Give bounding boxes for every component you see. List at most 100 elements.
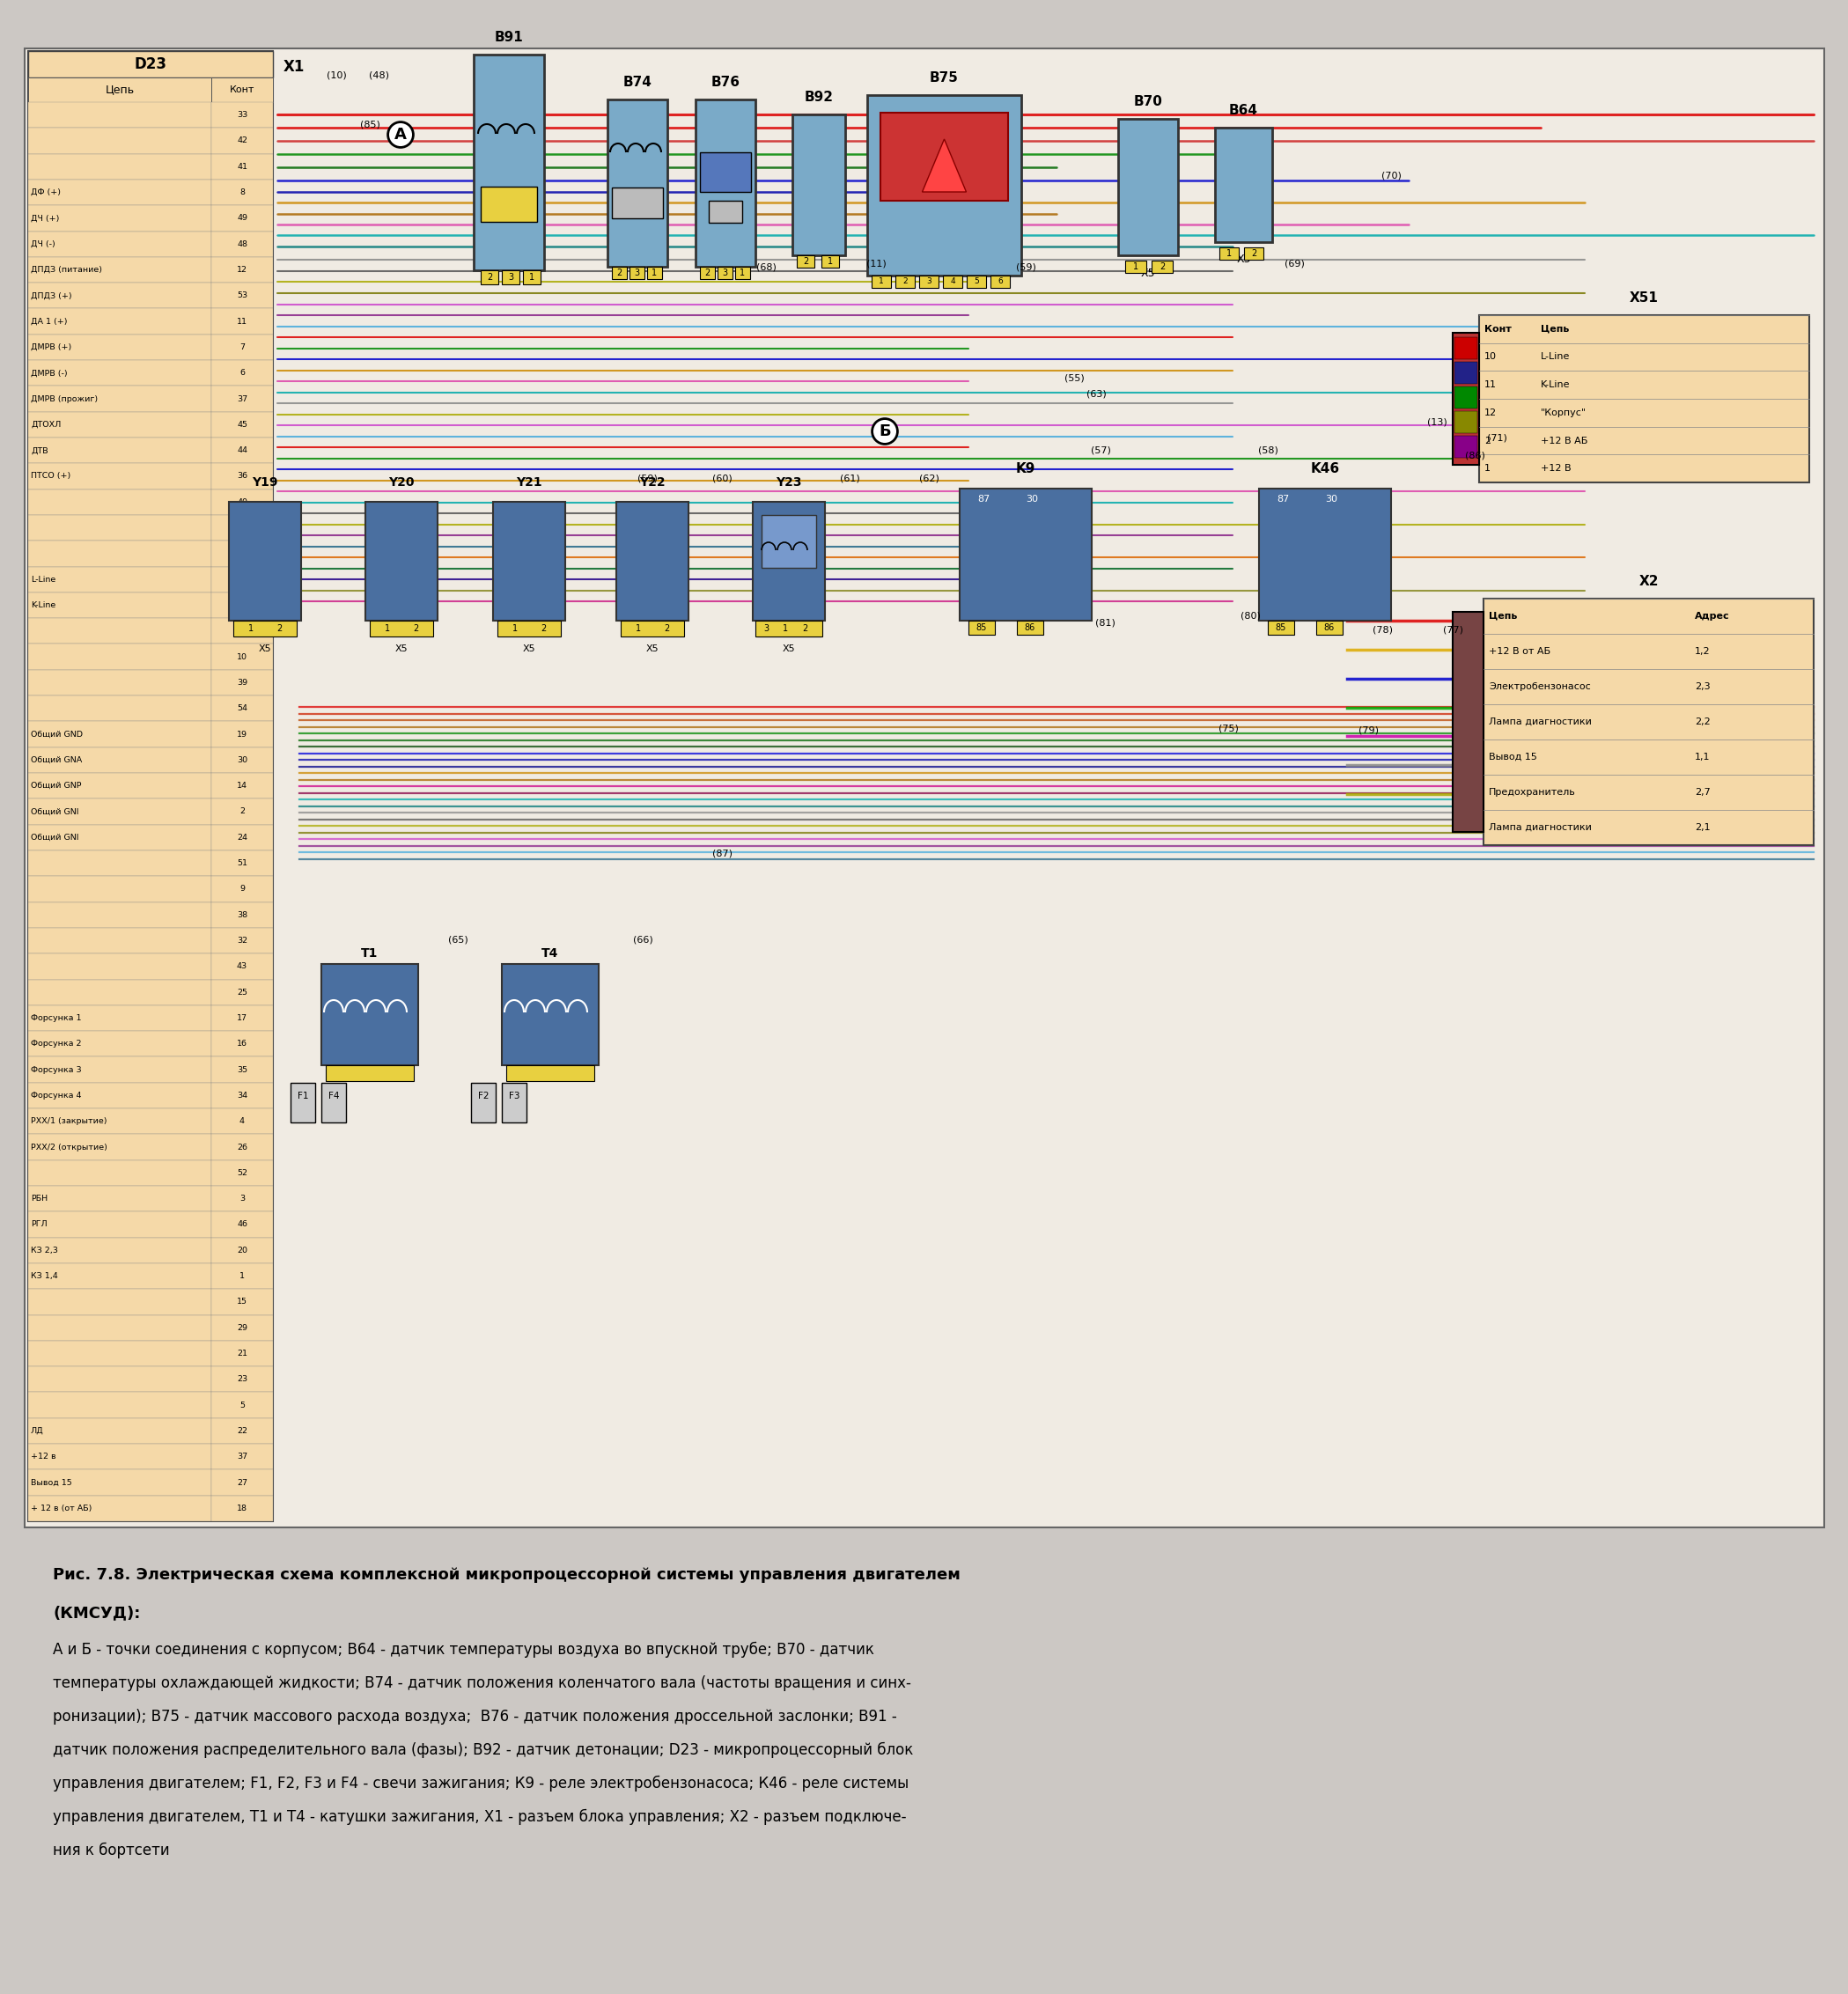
Bar	[211, 154, 274, 179]
Bar	[28, 592, 211, 618]
Text: ДМРВ (прожиг): ДМРВ (прожиг)	[31, 395, 98, 403]
Bar	[1016, 620, 1044, 634]
Text: РХХ/2 (открытие): РХХ/2 (открытие)	[31, 1143, 107, 1151]
Bar	[28, 800, 211, 826]
Bar	[28, 387, 211, 411]
Bar	[523, 271, 541, 285]
Text: ЛД: ЛД	[31, 1428, 44, 1436]
Bar	[211, 1083, 274, 1109]
Text: 35: 35	[237, 1065, 248, 1073]
Bar	[211, 696, 274, 722]
Text: 49: 49	[237, 213, 248, 221]
Bar	[28, 1109, 211, 1135]
Bar	[211, 1212, 274, 1238]
Text: T1: T1	[360, 947, 379, 959]
Text: 87: 87	[978, 495, 991, 504]
Bar	[211, 644, 274, 670]
Text: 1,2: 1,2	[1695, 648, 1711, 656]
Bar	[211, 1366, 274, 1392]
Text: 40: 40	[237, 498, 248, 506]
Text: Форсунка 2: Форсунка 2	[31, 1041, 81, 1049]
Text: ДПДЗ (+): ДПДЗ (+)	[31, 291, 72, 299]
Text: Y21: Y21	[516, 477, 541, 489]
Text: X5: X5	[259, 644, 272, 654]
Text: Y20: Y20	[388, 477, 414, 489]
Bar	[612, 267, 626, 279]
Text: 45: 45	[237, 421, 248, 429]
Text: F2: F2	[479, 1091, 490, 1101]
Text: Вывод 15: Вывод 15	[1489, 752, 1538, 762]
Text: 39: 39	[237, 678, 248, 686]
Text: (79): (79)	[1358, 726, 1379, 736]
Bar	[28, 1496, 211, 1521]
Bar	[28, 927, 211, 953]
Bar	[1453, 333, 1478, 465]
Text: X5: X5	[1236, 253, 1251, 265]
Bar	[1125, 261, 1146, 273]
Text: ронизации); В75 - датчик массового расхода воздуха;  В76 - датчик положения дрос: ронизации); В75 - датчик массового расхо…	[54, 1709, 896, 1725]
Bar	[28, 128, 211, 154]
Text: 12: 12	[237, 265, 248, 273]
Bar	[647, 267, 662, 279]
Bar	[1454, 337, 1477, 359]
Text: 9: 9	[240, 885, 244, 893]
Text: ДЧ (-): ДЧ (-)	[31, 239, 55, 247]
Text: Общий GNA: Общий GNA	[31, 756, 81, 764]
Text: ДПДЗ (питание): ДПДЗ (питание)	[31, 265, 102, 273]
Bar	[211, 514, 274, 540]
Text: 54: 54	[237, 704, 248, 712]
Text: 51: 51	[237, 859, 248, 867]
Bar	[211, 1340, 274, 1366]
Bar	[211, 800, 274, 826]
Text: 28: 28	[237, 626, 248, 634]
Text: 1: 1	[240, 1272, 244, 1280]
Text: управления двигателем; F1, F2, F3 и F4 - свечи зажигания; К9 - реле электробензо: управления двигателем; F1, F2, F3 и F4 -…	[54, 1777, 909, 1793]
Text: 32: 32	[237, 937, 248, 945]
Bar	[211, 361, 274, 387]
Bar	[1151, 261, 1173, 273]
Bar	[211, 179, 274, 205]
Bar	[1244, 247, 1264, 259]
Bar	[1118, 120, 1177, 255]
Text: 4: 4	[240, 1117, 244, 1125]
Text: датчик положения распределительного вала (фазы); В92 - датчик детонации; D23 - м: датчик положения распределительного вала…	[54, 1743, 913, 1759]
Bar	[370, 620, 432, 636]
Bar	[211, 670, 274, 696]
Bar	[503, 271, 519, 285]
Bar	[896, 275, 915, 287]
Text: 5: 5	[974, 277, 979, 285]
Text: 37: 37	[237, 395, 248, 403]
Text: 10: 10	[1484, 353, 1497, 361]
Text: 38: 38	[237, 911, 248, 919]
Bar	[872, 275, 891, 287]
Bar	[493, 502, 565, 620]
Bar	[28, 309, 211, 335]
Bar	[211, 875, 274, 901]
Text: 2: 2	[902, 277, 907, 285]
Bar	[211, 1264, 274, 1288]
Text: 6: 6	[240, 369, 244, 377]
Bar	[211, 1470, 274, 1496]
Bar	[211, 901, 274, 927]
Text: 2: 2	[414, 624, 419, 632]
Text: 48: 48	[237, 239, 248, 247]
Bar	[211, 1186, 274, 1212]
Text: B75: B75	[930, 72, 959, 84]
Text: 16: 16	[237, 1041, 248, 1049]
Bar	[503, 963, 599, 1065]
Bar	[211, 102, 274, 128]
Text: 1: 1	[880, 277, 883, 285]
Text: F1: F1	[298, 1091, 309, 1101]
Text: 11: 11	[237, 317, 248, 325]
Bar	[1316, 620, 1343, 634]
Text: X5: X5	[1140, 267, 1155, 279]
Text: 3: 3	[240, 1194, 244, 1202]
Bar	[211, 1444, 274, 1470]
Text: 30: 30	[1325, 495, 1338, 504]
Bar	[608, 100, 667, 267]
Text: 2: 2	[541, 624, 547, 632]
Text: 2: 2	[615, 269, 621, 277]
Bar	[28, 826, 211, 849]
Bar	[211, 1109, 274, 1135]
Bar	[1268, 620, 1294, 634]
